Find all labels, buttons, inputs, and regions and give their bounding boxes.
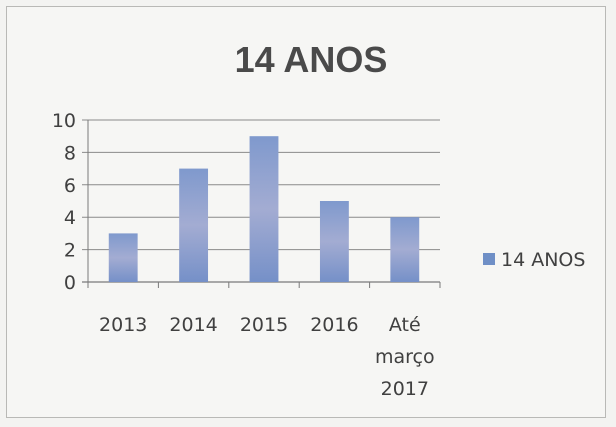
bar [319,201,349,282]
y-tick-label: 6 [64,175,76,197]
bar [249,136,279,282]
x-tick-label: 2013 [99,314,147,336]
y-tick-label: 0 [64,272,76,294]
legend-label: 14 ANOS [501,249,585,271]
x-tick-label: março [375,346,435,368]
bars [108,136,420,282]
legend-swatch [483,253,495,265]
x-tick-label: 2014 [169,314,217,336]
x-tick-label: 2015 [240,314,288,336]
bar [108,233,138,282]
x-tick-label: Até [389,314,421,336]
y-tick-label: 4 [64,207,76,229]
chart-title: 14 ANOS [235,39,388,80]
legend: 14 ANOS [483,249,585,271]
y-axis-ticks: 0 2 4 6 8 10 [52,110,76,294]
x-tick-label: 2016 [310,314,358,336]
y-tick-label: 10 [52,110,76,132]
y-tick-label: 8 [64,142,76,164]
y-tick-label: 2 [64,240,76,262]
x-axis-ticks: 2013 2014 2015 2016 Até março 2017 [87,282,441,400]
bar [390,217,420,282]
bar [179,168,209,282]
x-tick-label: 2017 [381,378,429,400]
chart-frame [6,6,606,418]
